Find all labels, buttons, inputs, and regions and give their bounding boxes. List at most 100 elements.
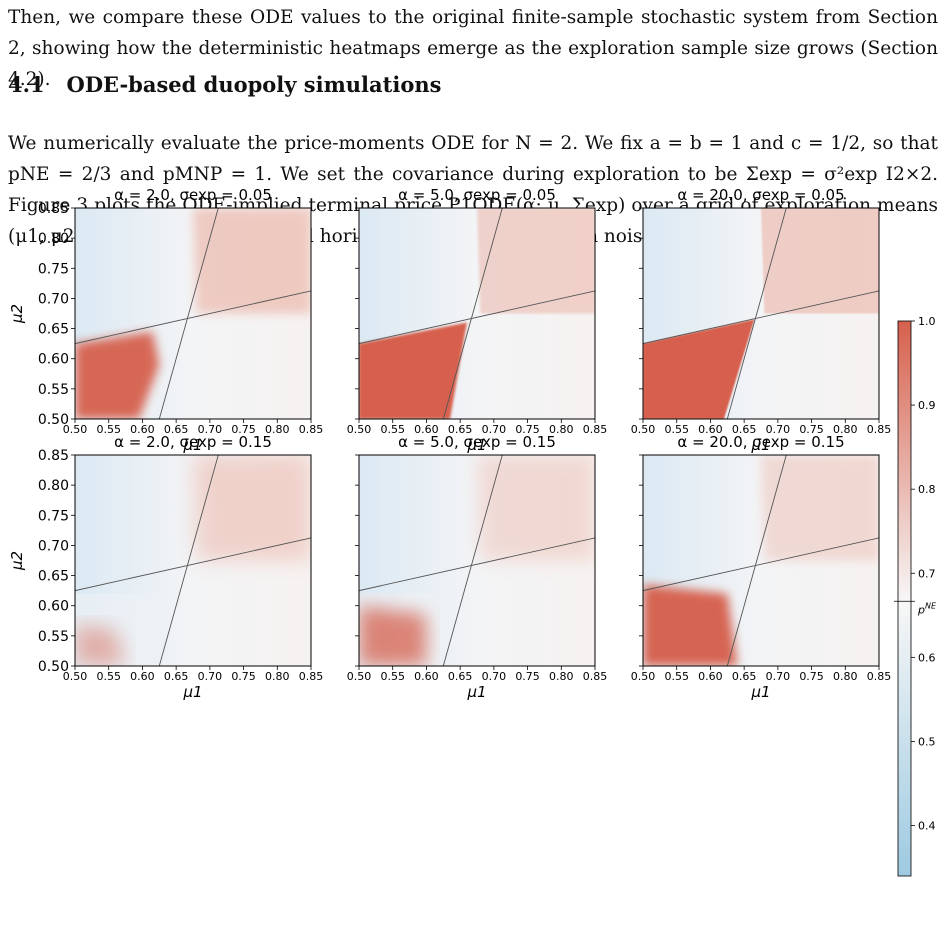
x-tick-label: 0.75 bbox=[515, 670, 540, 683]
x-tick-label: 0.55 bbox=[664, 423, 689, 436]
intro-paragraph: Then, we compare these ODE values to the… bbox=[8, 2, 938, 95]
y-tick-label: 0.65 bbox=[38, 322, 69, 338]
x-tick-label: 0.65 bbox=[732, 670, 757, 683]
x-axis-label: μ1 bbox=[750, 683, 770, 701]
section-title: ODE-based duopoly simulations bbox=[66, 72, 442, 97]
y-axis-label: μ2 bbox=[8, 304, 26, 324]
x-tick-label: 0.55 bbox=[380, 423, 405, 436]
x-tick-label: 0.65 bbox=[164, 423, 189, 436]
panel-title: α = 2.0, σexp = 0.15 bbox=[114, 433, 272, 451]
reference-line bbox=[726, 455, 787, 666]
y-tick-label: 0.50 bbox=[38, 412, 69, 428]
x-tick-label: 0.55 bbox=[96, 670, 121, 683]
x-tick-label: 0.50 bbox=[347, 423, 372, 436]
heatmap-panel: α = 20.0, σexp = 0.05 0.50 0.55 0.60 0.65 0.7… bbox=[631, 186, 892, 454]
y-axis-label: μ2 bbox=[8, 551, 26, 571]
plot-frame bbox=[642, 207, 880, 420]
x-axis-label: μ1 bbox=[466, 683, 486, 701]
heatmap-panel: α = 20.0, σexp = 0.15 0.50 0.55 0.60 0.65 0.7… bbox=[631, 433, 892, 701]
x-tick-label: 0.60 bbox=[130, 670, 155, 683]
x-tick-label: 0.60 bbox=[130, 423, 155, 436]
plot-frame bbox=[74, 454, 312, 667]
x-tick-label: 0.60 bbox=[414, 670, 439, 683]
heatmap-panel: α = 2.0, σexp = 0.15 0.50 0.55 0.60 0.65 0.70… bbox=[8, 433, 323, 701]
x-tick-label: 0.65 bbox=[448, 423, 473, 436]
panel-title: α = 20.0, σexp = 0.05 bbox=[677, 186, 844, 204]
colorbar: 0.4 0.5 0.6 0.7 0.8 0.9 1.0 pNE bbox=[894, 315, 937, 877]
x-axis-label: μ1 bbox=[750, 436, 770, 454]
y-tick-label: 0.75 bbox=[38, 508, 69, 524]
x-tick-label: 0.50 bbox=[63, 670, 88, 683]
x-tick-label: 0.70 bbox=[482, 423, 507, 436]
y-tick-label: 0.55 bbox=[38, 629, 69, 645]
y-tick-label: 0.80 bbox=[38, 231, 69, 247]
x-tick-label: 0.65 bbox=[448, 670, 473, 683]
plot-frame bbox=[358, 207, 596, 420]
x-tick-label: 0.70 bbox=[482, 670, 507, 683]
x-tick-label: 0.60 bbox=[698, 670, 723, 683]
low-price-region bbox=[75, 331, 160, 419]
x-tick-label: 0.55 bbox=[664, 670, 689, 683]
x-tick-label: 0.55 bbox=[96, 423, 121, 436]
x-tick-label: 0.70 bbox=[766, 670, 791, 683]
x-tick-label: 0.70 bbox=[198, 670, 223, 683]
colorbar-tick-label: 0.5 bbox=[918, 735, 936, 748]
x-tick-label: 0.80 bbox=[265, 423, 290, 436]
x-tick-label: 0.85 bbox=[299, 670, 324, 683]
low-price-region bbox=[643, 319, 755, 419]
y-tick-label: 0.70 bbox=[38, 291, 69, 307]
high-price-region bbox=[477, 208, 595, 314]
reference-line bbox=[158, 455, 219, 666]
x-tick-label: 0.80 bbox=[833, 670, 858, 683]
reference-line bbox=[75, 290, 311, 345]
x-tick-label: 0.70 bbox=[766, 423, 791, 436]
reference-line bbox=[442, 208, 503, 419]
x-tick-label: 0.70 bbox=[198, 423, 223, 436]
panel-title: α = 2.0, σexp = 0.05 bbox=[114, 186, 272, 204]
high-price-region bbox=[193, 455, 311, 561]
high-price-region bbox=[761, 208, 879, 314]
y-tick-label: 0.65 bbox=[38, 569, 69, 585]
y-tick-label: 0.85 bbox=[38, 448, 69, 464]
colorbar-tick-label: 0.8 bbox=[918, 483, 936, 496]
x-tick-label: 0.85 bbox=[867, 670, 892, 683]
plot-frame bbox=[74, 207, 312, 420]
colorbar-tick-label: 0.7 bbox=[918, 567, 936, 580]
y-tick-label: 0.50 bbox=[38, 659, 69, 675]
x-tick-label: 0.80 bbox=[549, 670, 574, 683]
reference-line bbox=[158, 208, 219, 419]
x-tick-label: 0.80 bbox=[549, 423, 574, 436]
x-tick-label: 0.65 bbox=[732, 423, 757, 436]
x-tick-label: 0.85 bbox=[583, 423, 608, 436]
x-axis-label: μ1 bbox=[466, 436, 486, 454]
reference-line bbox=[643, 290, 879, 345]
x-tick-label: 0.80 bbox=[833, 423, 858, 436]
low-price-region bbox=[643, 584, 738, 666]
colorbar-tick-label: 0.4 bbox=[918, 820, 936, 833]
low-price-region bbox=[75, 623, 126, 666]
heatmap-panel: α = 5.0, σexp = 0.15 0.50 0.55 0.60 0.65 0.70… bbox=[347, 433, 608, 701]
high-price-region bbox=[193, 208, 311, 314]
plot-frame bbox=[642, 454, 880, 667]
x-tick-label: 0.65 bbox=[164, 670, 189, 683]
colorbar-tick-label: 0.6 bbox=[918, 651, 936, 664]
panel-title: α = 20.0, σexp = 0.15 bbox=[677, 433, 844, 451]
x-tick-label: 0.50 bbox=[631, 670, 656, 683]
x-tick-label: 0.85 bbox=[867, 423, 892, 436]
x-tick-label: 0.75 bbox=[515, 423, 540, 436]
plot-frame bbox=[358, 454, 596, 667]
reference-line bbox=[726, 208, 787, 419]
x-tick-label: 0.75 bbox=[231, 423, 256, 436]
colorbar-gradient bbox=[897, 320, 912, 877]
y-tick-label: 0.60 bbox=[38, 352, 69, 368]
intro-text: Then, we compare these ODE values to the… bbox=[8, 7, 938, 90]
high-price-region bbox=[477, 455, 595, 561]
reference-line bbox=[359, 290, 595, 345]
section-number: 4.1 bbox=[8, 72, 45, 97]
x-tick-label: 0.80 bbox=[265, 670, 290, 683]
x-tick-label: 0.50 bbox=[631, 423, 656, 436]
x-tick-label: 0.50 bbox=[63, 423, 88, 436]
panel-title: α = 5.0, σexp = 0.05 bbox=[398, 186, 556, 204]
y-tick-label: 0.85 bbox=[38, 201, 69, 217]
low-price-region bbox=[359, 605, 427, 666]
